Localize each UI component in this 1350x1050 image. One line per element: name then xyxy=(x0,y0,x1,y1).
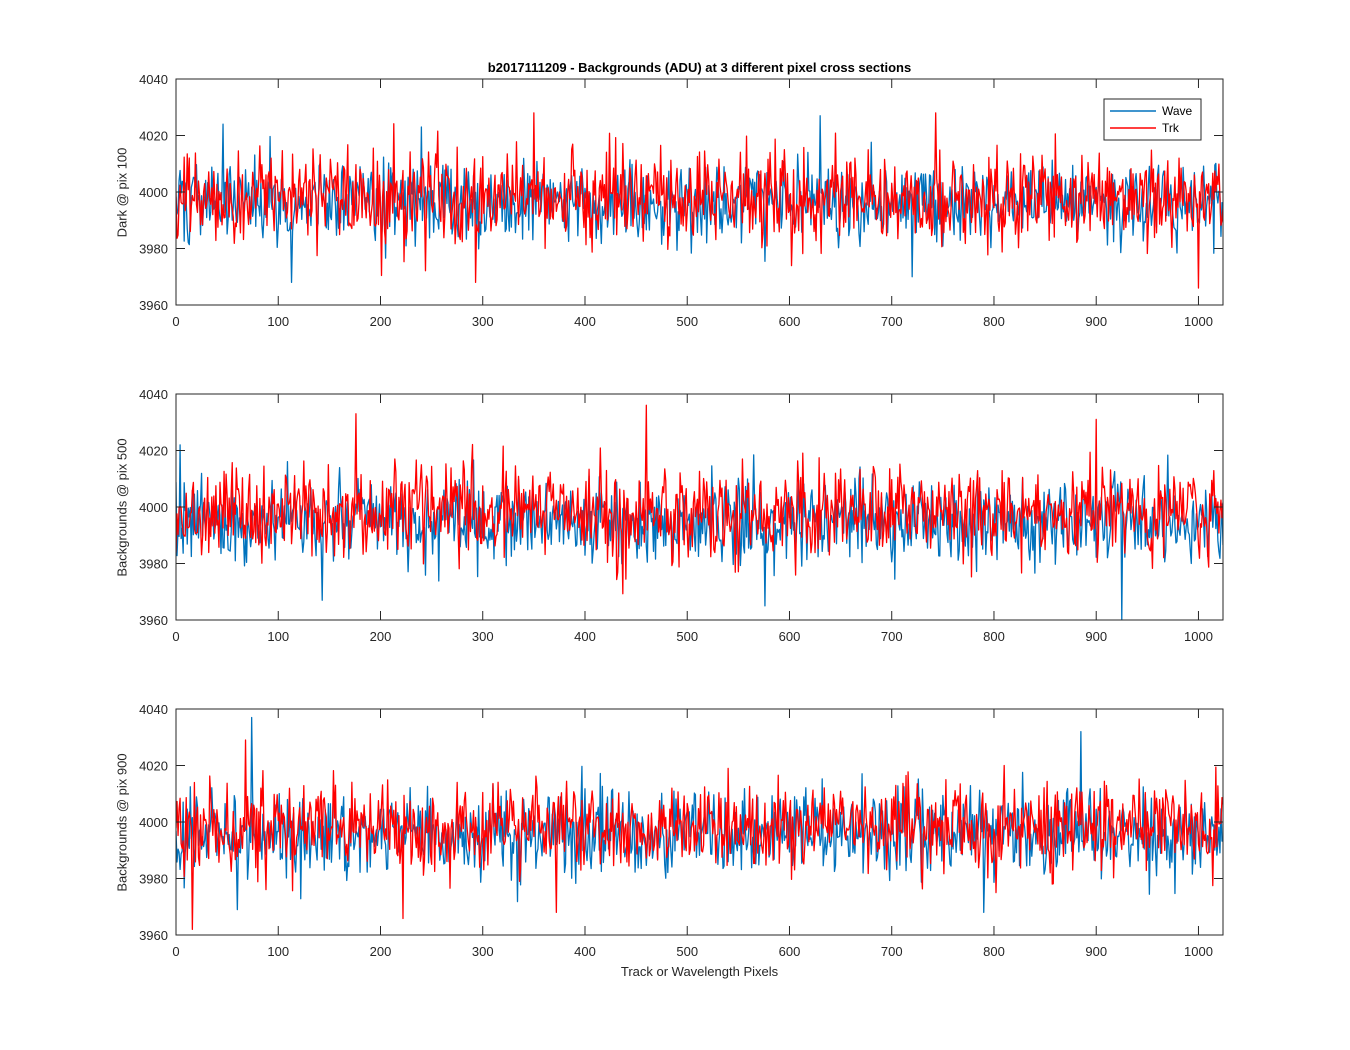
y-tick-label: 3980 xyxy=(139,557,168,572)
x-tick-label: 600 xyxy=(779,944,801,959)
chart-title: b2017111209 - Backgrounds (ADU) at 3 dif… xyxy=(487,60,912,75)
x-tick-label: 800 xyxy=(983,944,1005,959)
x-tick-label: 0 xyxy=(172,314,179,329)
x-tick-label: 900 xyxy=(1085,314,1107,329)
x-tick-label: 100 xyxy=(267,629,289,644)
y-tick-label: 3960 xyxy=(139,298,168,313)
y-axis-label-subplot-2: Backgrounds @ pix 500 xyxy=(114,437,130,577)
x-tick-label: 600 xyxy=(779,629,801,644)
y-tick-label: 4000 xyxy=(139,815,168,830)
x-tick-label: 200 xyxy=(370,314,392,329)
x-tick-label: 900 xyxy=(1085,629,1107,644)
x-tick-label: 400 xyxy=(574,944,596,959)
x-tick-label: 200 xyxy=(370,629,392,644)
x-tick-label: 300 xyxy=(472,944,494,959)
y-tick-label: 3980 xyxy=(139,242,168,257)
x-tick-label: 600 xyxy=(779,314,801,329)
subplot-3: 0 100 200 300 400 500 600 700 800 900 1000 3960 3980… xyxy=(139,702,1224,959)
series-line-trk-subplot-3 xyxy=(176,739,1223,930)
legend: Wave Trk xyxy=(1103,98,1202,141)
y-tick-label: 3960 xyxy=(139,928,168,943)
x-tick-label: 800 xyxy=(983,629,1005,644)
x-tick-label: 300 xyxy=(472,314,494,329)
x-tick-label: 1000 xyxy=(1184,314,1213,329)
x-tick-label: 300 xyxy=(472,629,494,644)
x-tick-label: 100 xyxy=(267,944,289,959)
y-tick-label: 4000 xyxy=(139,500,168,515)
x-tick-label: 100 xyxy=(267,314,289,329)
y-tick-label: 4020 xyxy=(139,444,168,459)
x-tick-label: 1000 xyxy=(1184,944,1213,959)
x-tick-label: 900 xyxy=(1085,944,1107,959)
x-tick-label: 200 xyxy=(370,944,392,959)
legend-label-wave: Wave xyxy=(1162,104,1193,118)
x-tick-label: 500 xyxy=(676,629,698,644)
x-tick-label: 700 xyxy=(881,314,903,329)
x-tick-label: 1000 xyxy=(1184,629,1213,644)
series-line-trk-subplot-1 xyxy=(176,112,1223,289)
x-axis-label: Track or Wavelength Pixels xyxy=(620,964,779,979)
subplot-2: 0 100 200 300 400 500 600 700 800 900 1000 3960 3980… xyxy=(139,387,1224,644)
y-tick-label: 4020 xyxy=(139,759,168,774)
y-tick-label: 4040 xyxy=(139,387,168,402)
y-tick-label: 3960 xyxy=(139,613,168,628)
y-tick-label: 4000 xyxy=(139,185,168,200)
x-tick-label: 0 xyxy=(172,944,179,959)
x-tick-label: 800 xyxy=(983,314,1005,329)
x-tick-label: 400 xyxy=(574,629,596,644)
x-tick-label: 400 xyxy=(574,314,596,329)
x-tick-label: 0 xyxy=(172,629,179,644)
y-tick-label: 3980 xyxy=(139,872,168,887)
series-line-wave-subplot-1 xyxy=(176,115,1223,284)
y-tick-label: 4040 xyxy=(139,702,168,717)
y-tick-label: 4040 xyxy=(139,72,168,87)
x-tick-label: 700 xyxy=(881,944,903,959)
y-axis-label-subplot-3: Backgrounds @ pix 900 xyxy=(114,752,130,892)
legend-box xyxy=(1103,98,1202,141)
y-axis-label-subplot-1: Dark @ pix 100 xyxy=(114,147,130,237)
subplot-1: 0 100 200 300 400 500 600 700 800 900 1000 3960 3980… xyxy=(139,72,1224,329)
x-tick-label: 500 xyxy=(676,314,698,329)
series-line-trk-subplot-2 xyxy=(176,404,1223,595)
legend-label-trk: Trk xyxy=(1162,121,1180,135)
y-tick-label: 4020 xyxy=(139,129,168,144)
x-tick-label: 700 xyxy=(881,629,903,644)
x-tick-label: 500 xyxy=(676,944,698,959)
